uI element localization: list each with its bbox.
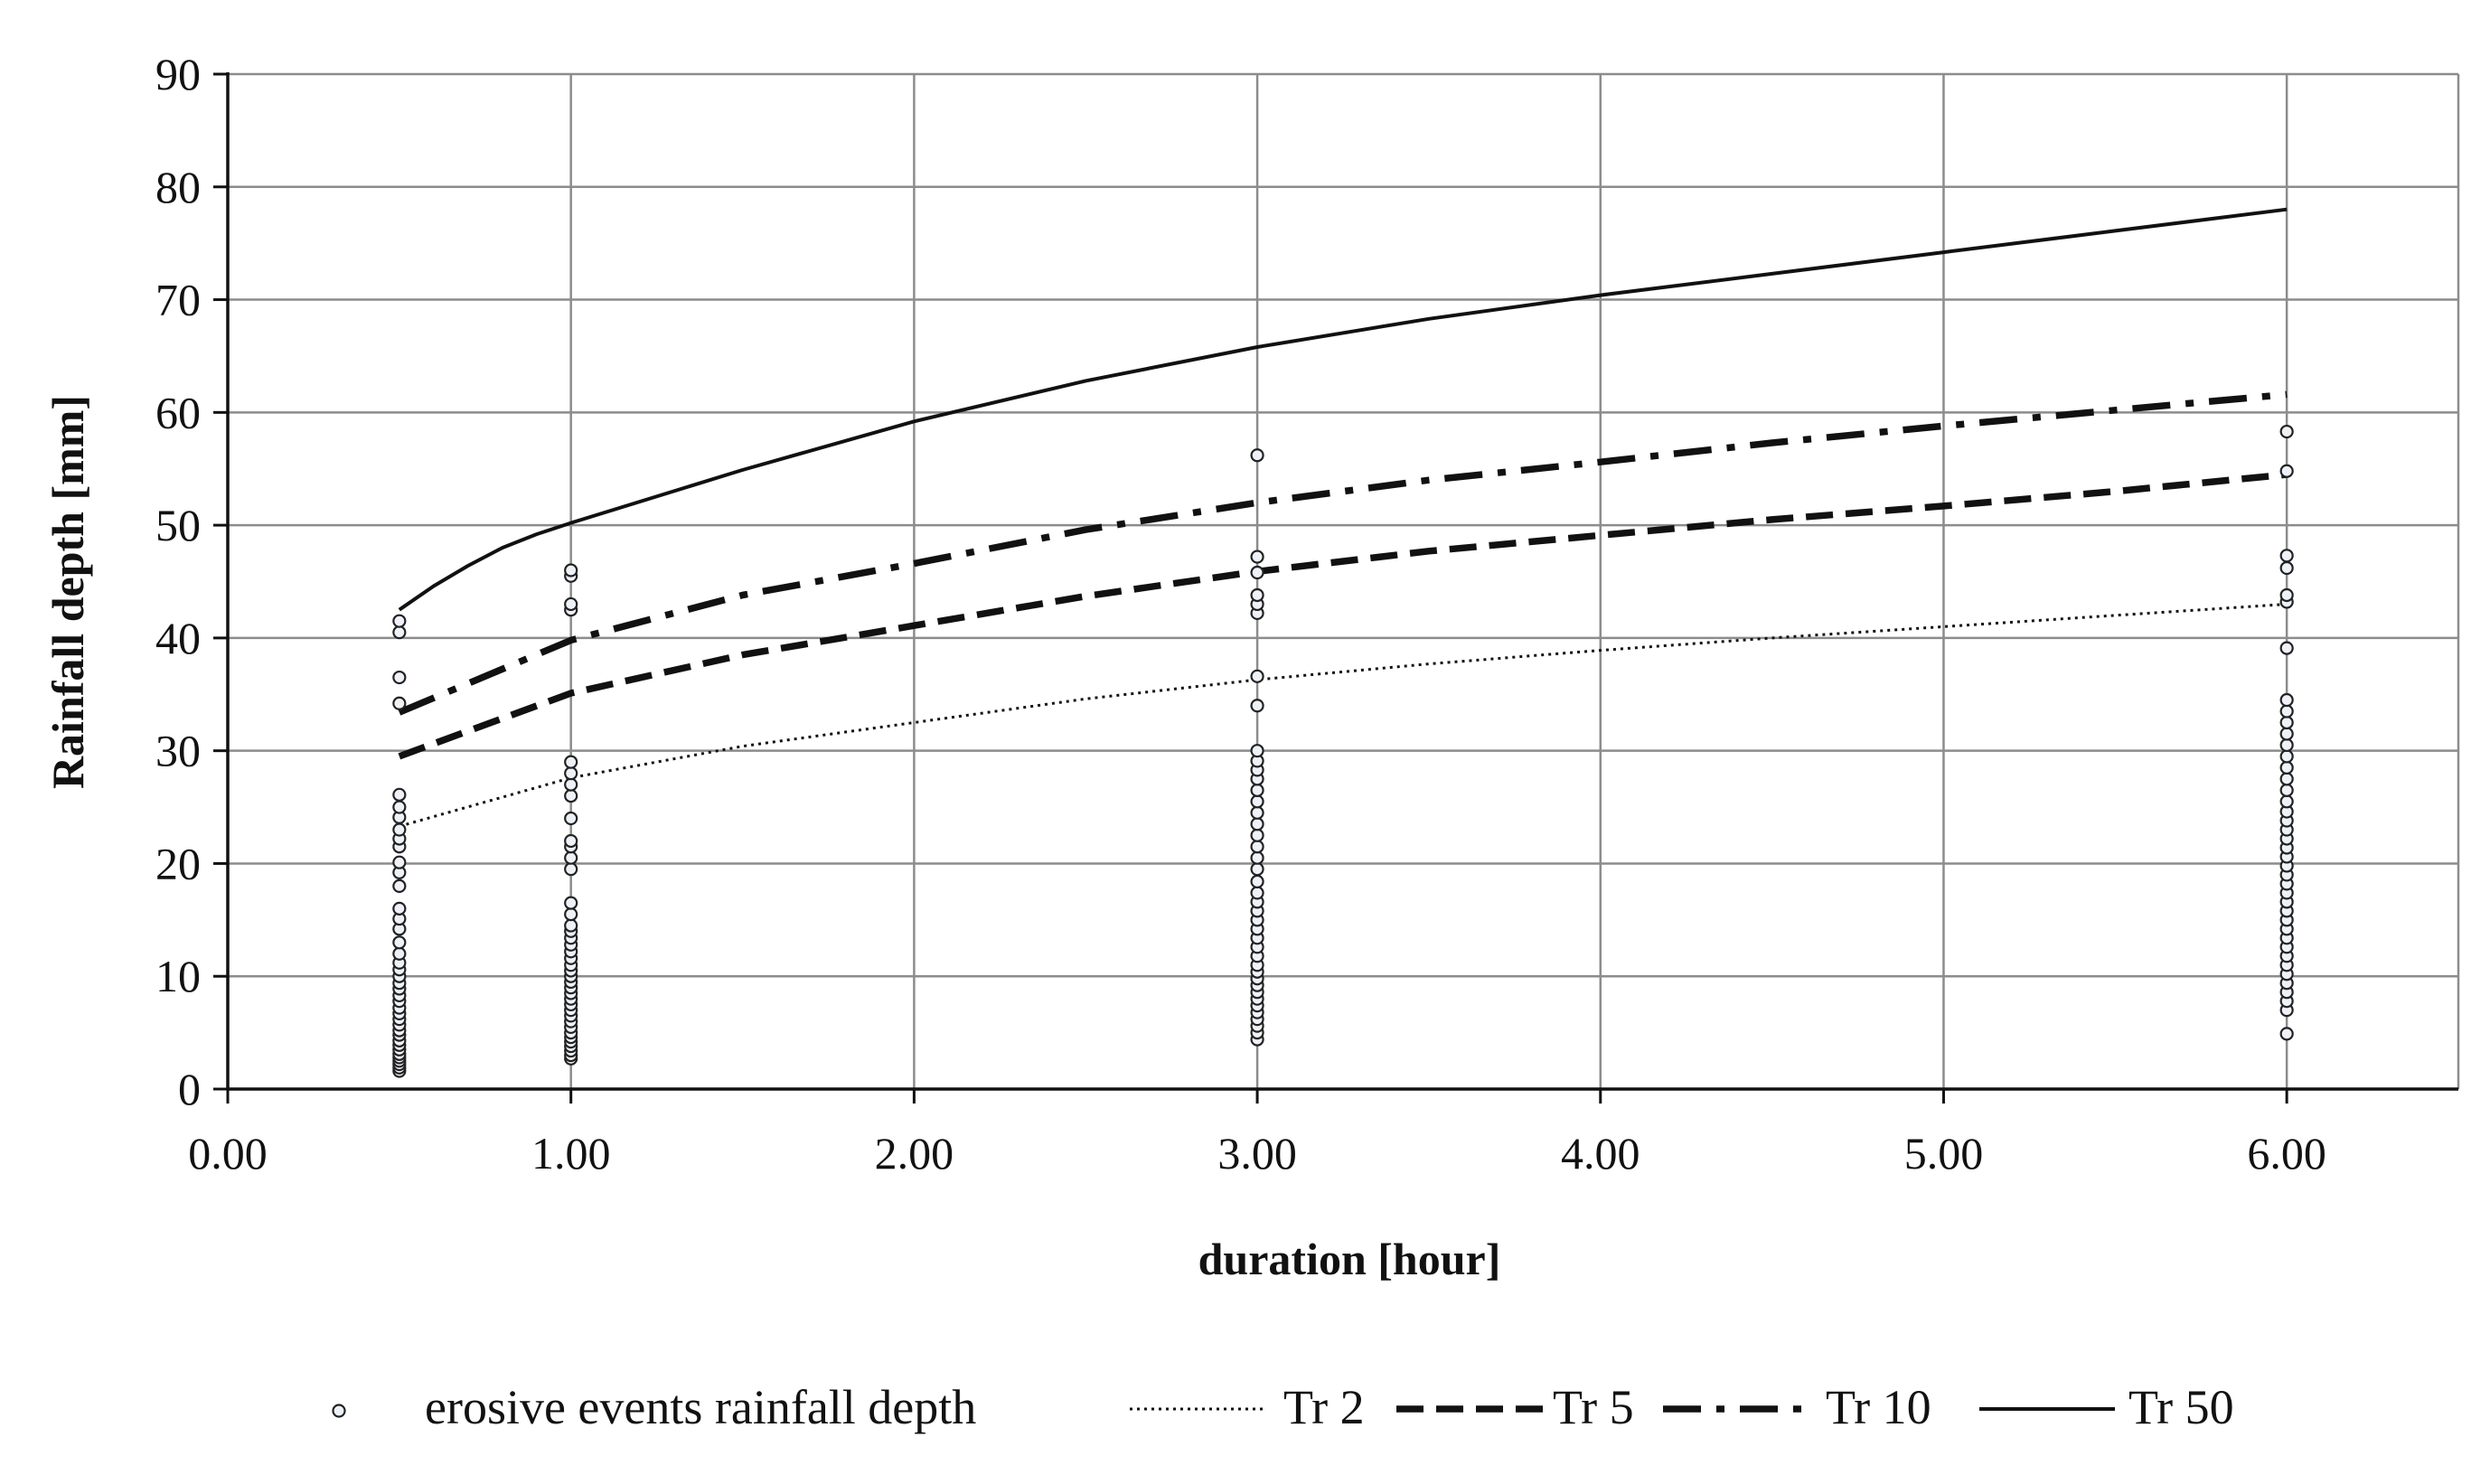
scatter-point bbox=[564, 850, 578, 865]
scatter-point bbox=[1250, 744, 1264, 758]
scatter-point bbox=[564, 766, 578, 781]
x-tick-label: 6.00 bbox=[2247, 1128, 2326, 1179]
y-tick-label: 10 bbox=[155, 951, 201, 1001]
legend-label: erosive events rainfall depth bbox=[425, 1380, 976, 1434]
scatter-point bbox=[2279, 549, 2294, 563]
series-line-tr-10 bbox=[398, 390, 2288, 716]
scatter-point bbox=[564, 788, 578, 803]
legend-marker-circle bbox=[332, 1404, 346, 1418]
x-tick-label: 4.00 bbox=[1561, 1128, 1640, 1179]
scatter-point bbox=[392, 787, 407, 802]
scatter-point bbox=[564, 918, 578, 933]
scatter-point bbox=[2279, 749, 2294, 764]
legend-label: Tr 5 bbox=[1553, 1380, 1634, 1434]
x-tick-label: 5.00 bbox=[1904, 1128, 1984, 1179]
scatter-point bbox=[392, 625, 407, 640]
scatter-point bbox=[2279, 737, 2294, 753]
scatter-point bbox=[1250, 874, 1264, 889]
scatter-point bbox=[1250, 549, 1264, 564]
y-tick-label: 90 bbox=[155, 49, 201, 99]
scatter-point bbox=[2279, 641, 2294, 655]
scatter-point bbox=[2279, 715, 2294, 730]
scatter-point bbox=[1250, 840, 1264, 854]
scatter-point bbox=[1250, 850, 1264, 865]
scatter-point bbox=[564, 862, 578, 877]
scatter-point bbox=[2279, 783, 2294, 797]
y-tick-label: 70 bbox=[155, 275, 201, 325]
scatter-point bbox=[2279, 794, 2294, 809]
scatter-point bbox=[2279, 464, 2294, 478]
scatter-point bbox=[564, 755, 578, 769]
y-tick-label: 50 bbox=[155, 500, 201, 550]
scatter-point bbox=[564, 896, 578, 910]
scatter-points bbox=[392, 424, 2294, 1078]
y-tick-label: 80 bbox=[155, 162, 201, 212]
scatter-point bbox=[1250, 886, 1264, 900]
scatter-point bbox=[2279, 727, 2294, 741]
scatter-point bbox=[392, 946, 407, 961]
scatter-point bbox=[392, 696, 407, 710]
scatter-point bbox=[1250, 817, 1264, 831]
series-line-tr-50 bbox=[398, 207, 2288, 612]
scatter-point bbox=[2279, 692, 2294, 708]
x-tick-label: 1.00 bbox=[531, 1128, 611, 1179]
scatter-point bbox=[392, 800, 407, 814]
y-tick-label: 20 bbox=[155, 838, 201, 888]
scatter-point bbox=[392, 935, 407, 950]
axes bbox=[213, 72, 2458, 1104]
y-tick-label: 30 bbox=[155, 726, 201, 776]
scatter-point bbox=[2279, 1027, 2294, 1041]
scatter-point bbox=[1250, 783, 1264, 797]
legend: erosive events rainfall depth Tr 2 Tr 5 Tr … bbox=[332, 1380, 2234, 1434]
scatter-point bbox=[564, 596, 578, 612]
scatter-point bbox=[564, 833, 578, 849]
x-tick-label: 2.00 bbox=[875, 1128, 954, 1179]
scatter-point bbox=[392, 878, 407, 894]
scatter-point bbox=[392, 614, 407, 628]
scatter-point bbox=[2279, 424, 2294, 439]
scatter-point bbox=[392, 822, 407, 837]
scatter-point bbox=[392, 855, 407, 869]
scatter-point bbox=[2279, 587, 2294, 603]
scatter-point bbox=[392, 670, 407, 685]
scatter-point bbox=[2279, 760, 2294, 775]
y-axis-title: Rainfall depth [mm] bbox=[42, 395, 93, 789]
scatter-point bbox=[1250, 587, 1264, 603]
legend-label: Tr 10 bbox=[1826, 1380, 1931, 1434]
scatter-point bbox=[1250, 565, 1264, 580]
scatter-point bbox=[564, 563, 578, 578]
scatter-point bbox=[392, 901, 407, 916]
scatter-point bbox=[1250, 669, 1264, 683]
scatter-point bbox=[1250, 805, 1264, 820]
scatter-point bbox=[2279, 560, 2294, 576]
y-tick-label: 40 bbox=[155, 613, 201, 663]
x-tick-label: 0.00 bbox=[188, 1128, 268, 1179]
scatter-point bbox=[1250, 448, 1264, 463]
grid-lines bbox=[228, 72, 2460, 1089]
scatter-point bbox=[1250, 794, 1264, 809]
scatter-point bbox=[564, 906, 578, 922]
scatter-point bbox=[564, 811, 578, 826]
legend-label: Tr 50 bbox=[2128, 1380, 2234, 1434]
series-line-tr-5 bbox=[398, 471, 2288, 760]
tick-labels: 0 10 20 30 40 50 60 70 80 90 0.00 1.00 2.00 3.00 4.00 5… bbox=[155, 49, 2326, 1179]
x-tick-label: 3.00 bbox=[1217, 1128, 1297, 1179]
x-axis-title: duration [hour] bbox=[1198, 1234, 1501, 1284]
scatter-point bbox=[1250, 699, 1264, 713]
y-tick-label: 60 bbox=[155, 387, 201, 437]
series-lines bbox=[398, 207, 2288, 828]
legend-label: Tr 2 bbox=[1283, 1380, 1365, 1434]
scatter-point bbox=[2279, 772, 2294, 786]
scatter-point bbox=[564, 777, 578, 792]
scatter-point bbox=[1250, 862, 1264, 877]
scatter-point bbox=[2279, 704, 2294, 719]
y-tick-label: 0 bbox=[178, 1064, 201, 1114]
scatter-point bbox=[1250, 828, 1264, 842]
